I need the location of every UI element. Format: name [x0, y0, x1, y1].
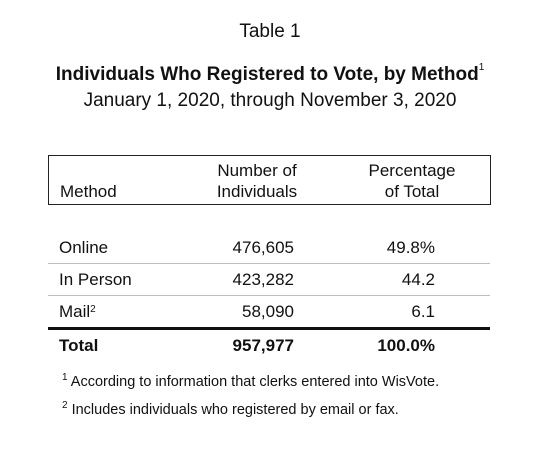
- header-number: Number of Individuals: [197, 160, 317, 202]
- row-percentage: 6.1: [411, 302, 435, 321]
- footnote-text: Includes individuals who registered by e…: [71, 402, 399, 418]
- table-row-online: Online 476,605 49.8%: [48, 232, 490, 264]
- row-method: In Person: [59, 270, 132, 289]
- header-percentage-line1: Percentage: [368, 161, 456, 180]
- row-number: 423,282: [232, 270, 294, 289]
- total-label: Total: [59, 336, 99, 355]
- footnote-marker: 2: [62, 400, 68, 411]
- table-subtitle: January 1, 2020, through November 3, 202…: [83, 90, 457, 111]
- row-percentage: 49.8%: [386, 238, 435, 257]
- table-number: Table 1: [239, 21, 301, 42]
- row-method: Online: [59, 238, 109, 257]
- table-row-total: Total 957,977 100.0%: [48, 330, 490, 361]
- table-row-in-person: In Person 423,282 44.2: [48, 264, 490, 296]
- total-percentage: 100.0%: [377, 336, 435, 355]
- row-number: 476,605: [232, 238, 294, 257]
- header-percentage: Percentage of Total: [347, 160, 477, 202]
- row-method-text: Mail: [59, 302, 91, 321]
- footnote-marker: 1: [62, 372, 68, 383]
- row-footnote-marker: 2: [90, 304, 96, 315]
- header-number-line1: Number of: [217, 161, 297, 180]
- total-number: 957,977: [232, 336, 294, 355]
- header-percentage-line2: of Total: [384, 182, 440, 201]
- row-percentage: 44.2: [401, 270, 435, 289]
- row-number: 58,090: [242, 302, 294, 321]
- table-header: Method Number of Individuals Percentage …: [48, 155, 491, 205]
- table-row-mail: Mail2 58,090 6.1: [48, 296, 490, 330]
- row-method: Mail2: [59, 301, 96, 322]
- footnote-2: 2 Includes individuals who registered by…: [62, 400, 399, 418]
- footnote-1: 1 According to information that clerks e…: [62, 372, 440, 390]
- header-number-line2: Individuals: [216, 182, 298, 201]
- title-footnote-marker: 1: [478, 62, 485, 73]
- table-title-text: Individuals Who Registered to Vote, by M…: [55, 64, 479, 85]
- footnote-text: According to information that clerks ent…: [70, 374, 440, 390]
- header-method: Method: [60, 182, 117, 201]
- table-title: Individuals Who Registered to Vote, by M…: [0, 62, 540, 86]
